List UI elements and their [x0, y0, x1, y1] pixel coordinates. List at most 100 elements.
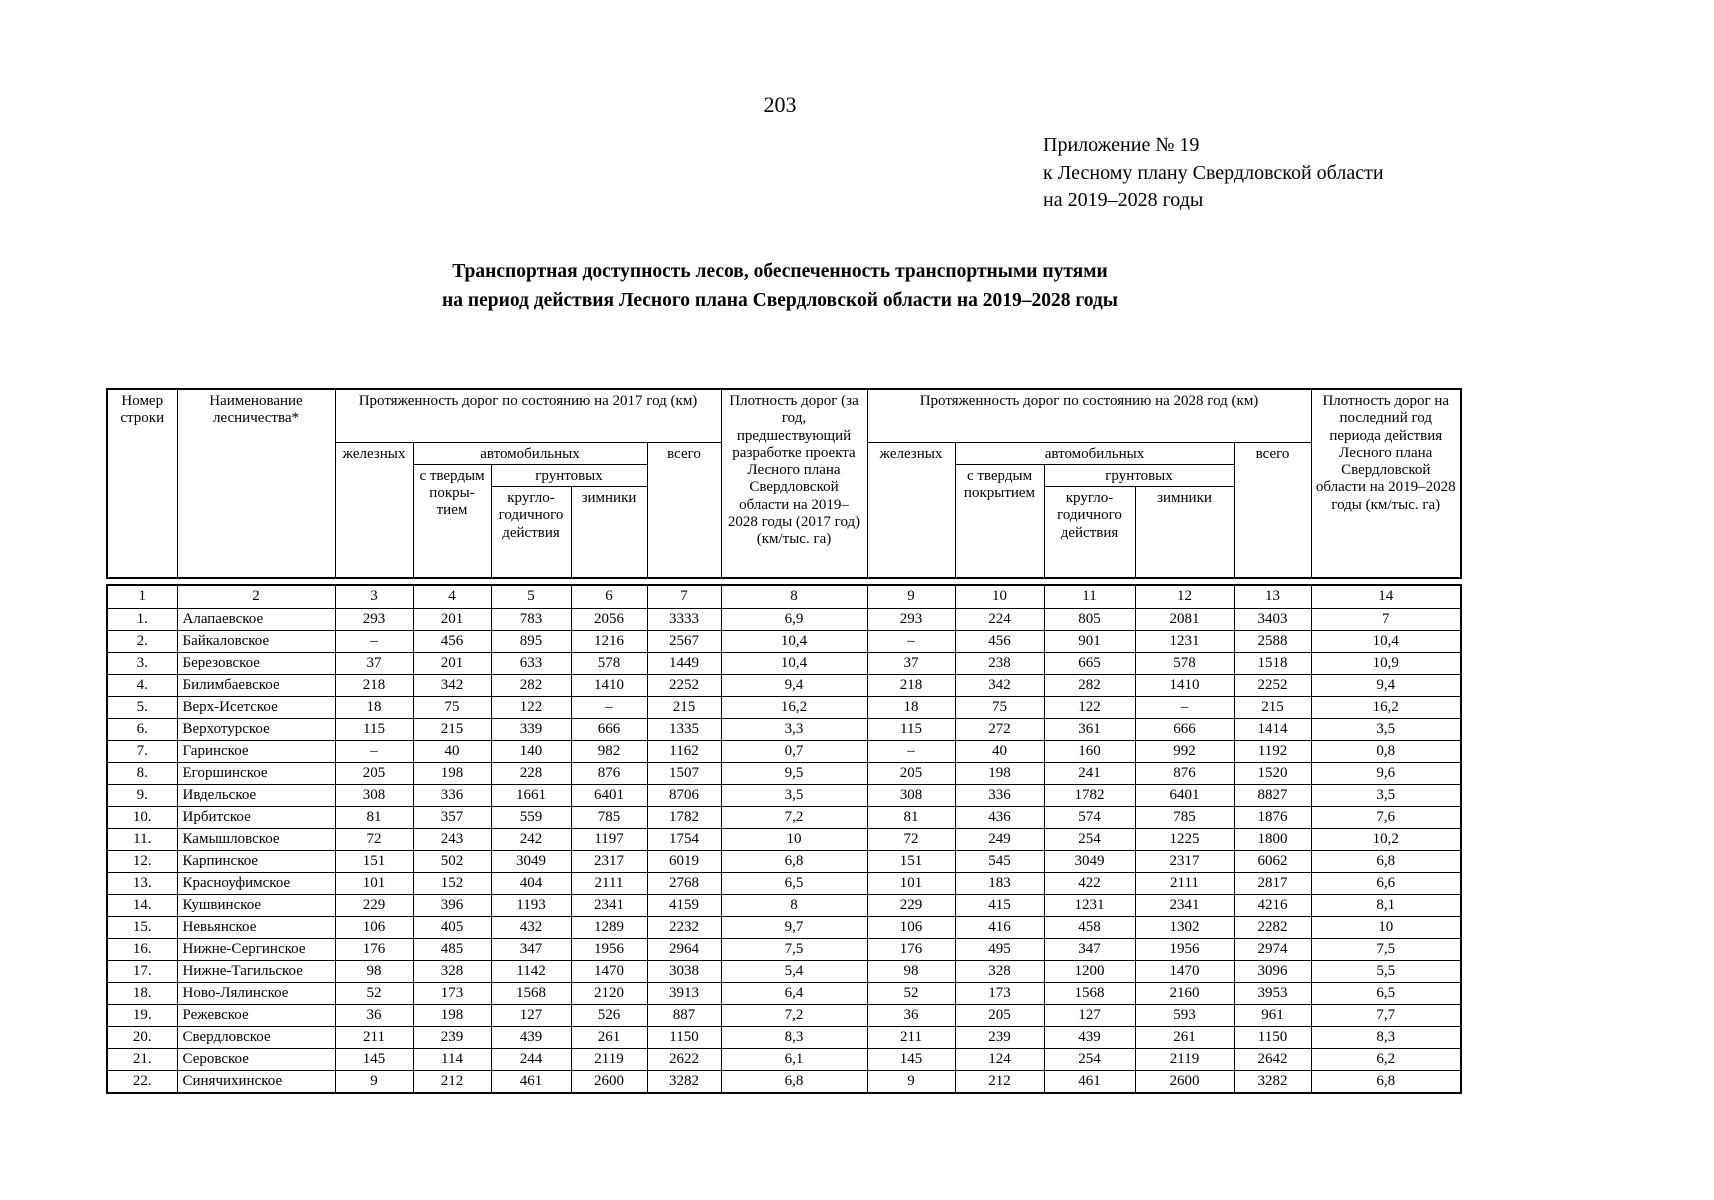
value-cell: 328: [954, 960, 1045, 983]
value-cell: 3282: [1233, 1070, 1312, 1093]
value-cell: 2119: [1134, 1048, 1235, 1071]
header-winter-2017: зимники: [570, 486, 648, 578]
value-cell: –: [1134, 696, 1235, 719]
value-cell: 2282: [1233, 916, 1312, 939]
value-cell: 6,8: [1310, 1070, 1462, 1093]
value-cell: 347: [1043, 938, 1136, 961]
value-cell: 244: [490, 1048, 572, 1071]
row-number-cell: 18.: [106, 982, 178, 1005]
table-row: 20. Свердловское 211 239 439 261 1150 8,3 211 239…: [106, 1026, 1462, 1049]
value-cell: 783: [490, 608, 572, 631]
value-cell: 1661: [490, 784, 572, 807]
value-cell: 7,5: [720, 938, 868, 961]
value-cell: 239: [954, 1026, 1045, 1049]
value-cell: 1470: [570, 960, 648, 983]
value-cell: 2120: [570, 982, 648, 1005]
value-cell: 785: [570, 806, 648, 829]
value-cell: 7,5: [1310, 938, 1462, 961]
value-cell: 416: [954, 916, 1045, 939]
value-cell: 37: [334, 652, 414, 675]
value-cell: 1520: [1233, 762, 1312, 785]
value-cell: 81: [334, 806, 414, 829]
table-row: 13. Красноуфимское 101 152 404 2111 2768 6,5 101…: [106, 872, 1462, 895]
value-cell: 176: [334, 938, 414, 961]
value-cell: 3282: [646, 1070, 722, 1093]
column-number-cell: 11: [1043, 584, 1136, 609]
value-cell: 3,5: [720, 784, 868, 807]
value-cell: 1956: [570, 938, 648, 961]
header-total-2028: всего: [1233, 441, 1312, 578]
column-number-cell: 13: [1233, 584, 1312, 609]
value-cell: 2817: [1233, 872, 1312, 895]
table-row: 8. Егоршинское 205 198 228 876 1507 9,5 205 198 24…: [106, 762, 1462, 785]
value-cell: 8,3: [1310, 1026, 1462, 1049]
value-cell: 183: [954, 872, 1045, 895]
value-cell: 293: [334, 608, 414, 631]
annex-line: на 2019–2028 годы: [1043, 189, 1204, 212]
row-number-cell: 14.: [106, 894, 178, 917]
value-cell: –: [334, 630, 414, 653]
row-number-cell: 4.: [106, 674, 178, 697]
value-cell: 124: [954, 1048, 1045, 1071]
table-row: 22. Синячихинское 9 212 461 2600 3282 6,8 9 212 46…: [106, 1070, 1462, 1093]
forestry-name-cell: Нижне-Сергинское: [176, 938, 336, 961]
value-cell: 805: [1043, 608, 1136, 631]
forestry-name-cell: Ивдельское: [176, 784, 336, 807]
value-cell: 559: [490, 806, 572, 829]
value-cell: 211: [334, 1026, 414, 1049]
value-cell: 198: [412, 762, 492, 785]
value-cell: 72: [334, 828, 414, 851]
column-number-cell: 4: [412, 584, 492, 609]
value-cell: 1800: [1233, 828, 1312, 851]
value-cell: 2964: [646, 938, 722, 961]
value-cell: 574: [1043, 806, 1136, 829]
value-cell: 254: [1043, 1048, 1136, 1071]
value-cell: 98: [866, 960, 956, 983]
column-number-cell: 8: [720, 584, 868, 609]
value-cell: 336: [954, 784, 1045, 807]
value-cell: 9,4: [720, 674, 868, 697]
value-cell: 6,1: [720, 1048, 868, 1071]
value-cell: 243: [412, 828, 492, 851]
value-cell: 140: [490, 740, 572, 763]
title-line-1: Транспортная доступность лесов, обеспече…: [452, 261, 1108, 282]
value-cell: 992: [1134, 740, 1235, 763]
value-cell: 2588: [1233, 630, 1312, 653]
value-cell: 101: [334, 872, 414, 895]
value-cell: 1289: [570, 916, 648, 939]
value-cell: 3,5: [1310, 718, 1462, 741]
table-row: 18. Ново-Лялинское 52 173 1568 2120 3913 6,4 52 1…: [106, 982, 1462, 1005]
value-cell: 261: [1134, 1026, 1235, 1049]
value-cell: 578: [570, 652, 648, 675]
value-cell: 6,5: [720, 872, 868, 895]
value-cell: 9,7: [720, 916, 868, 939]
row-number-cell: 6.: [106, 718, 178, 741]
table-row: 1. Алапаевское 293 201 783 2056 3333 6,9 293 224 8…: [106, 608, 1462, 631]
row-number-cell: 5.: [106, 696, 178, 719]
value-cell: 18: [334, 696, 414, 719]
value-cell: 3049: [490, 850, 572, 873]
value-cell: 666: [1134, 718, 1235, 741]
value-cell: 633: [490, 652, 572, 675]
value-cell: 405: [412, 916, 492, 939]
value-cell: 198: [954, 762, 1045, 785]
value-cell: 8,3: [720, 1026, 868, 1049]
value-cell: 176: [866, 938, 956, 961]
row-number-cell: 8.: [106, 762, 178, 785]
value-cell: 1754: [646, 828, 722, 851]
value-cell: 876: [570, 762, 648, 785]
forestry-name-cell: Верх-Исетское: [176, 696, 336, 719]
page-number: 203: [763, 92, 797, 117]
value-cell: 2567: [646, 630, 722, 653]
value-cell: 9,6: [1310, 762, 1462, 785]
value-cell: 357: [412, 806, 492, 829]
value-cell: –: [866, 630, 956, 653]
row-number-cell: 2.: [106, 630, 178, 653]
value-cell: 215: [1233, 696, 1312, 719]
value-cell: 16,2: [1310, 696, 1462, 719]
table-row: 3. Березовское 37 201 633 578 1449 10,4 37 238 665…: [106, 652, 1462, 675]
value-cell: 10: [1310, 916, 1462, 939]
column-number-cell: 10: [954, 584, 1045, 609]
table-row: 12. Карпинское 151 502 3049 2317 6019 6,8 151 545…: [106, 850, 1462, 873]
value-cell: 152: [412, 872, 492, 895]
